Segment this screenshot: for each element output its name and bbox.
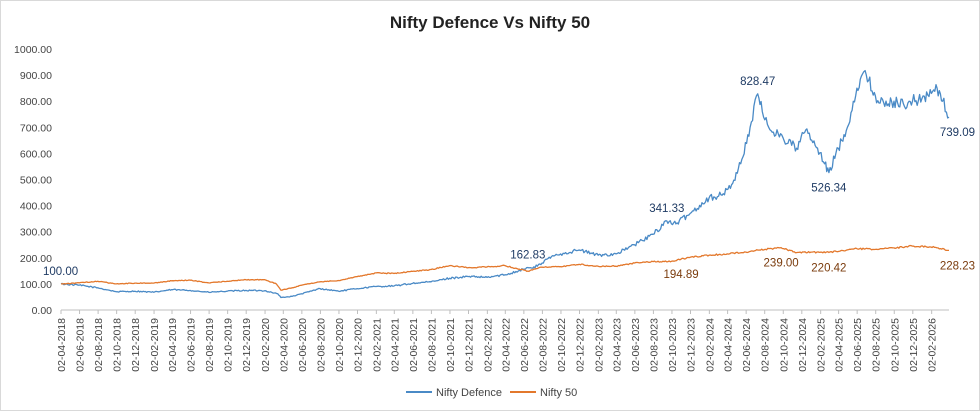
y-tick-label: 600.00 [20, 148, 52, 160]
data-label: 228.23 [940, 260, 975, 272]
x-tick-label: 02-02-2025 [816, 318, 828, 372]
x-tick-label: 02-02-2023 [593, 318, 605, 372]
x-tick-label: 02-10-2022 [556, 318, 568, 372]
x-tick-label: 02-04-2024 [723, 318, 735, 372]
x-tick-label: 02-06-2024 [741, 318, 753, 372]
data-label: 341.33 [649, 203, 684, 215]
x-tick-label: 02-04-2022 [500, 318, 512, 372]
x-tick-label: 02-08-2022 [537, 318, 549, 372]
x-tick-label: 02-10-2025 [889, 318, 901, 372]
y-tick-label: 200.00 [20, 253, 52, 265]
x-tick-label: 02-08-2021 [426, 318, 438, 372]
x-tick-label: 02-10-2019 [223, 318, 235, 372]
x-tick-label: 02-06-2019 [186, 318, 198, 372]
x-tick-label: 02-04-2025 [834, 318, 846, 372]
x-tick-label: 02-12-2020 [353, 318, 365, 372]
x-tick-label: 02-02-2019 [149, 318, 161, 372]
series-line-nifty-50 [61, 244, 949, 291]
x-tick-label: 02-04-2018 [56, 318, 68, 372]
data-label: 526.34 [811, 183, 847, 195]
data-label: 100.00 [43, 266, 78, 278]
y-tick-label: 400.00 [20, 201, 52, 213]
x-tick-label: 02-02-2020 [260, 318, 272, 372]
data-label: 220.42 [811, 262, 846, 274]
data-label: 162.83 [510, 250, 545, 262]
y-tick-label: 700.00 [20, 122, 52, 134]
x-tick-label: 02-12-2024 [797, 318, 809, 372]
y-tick-label: 500.00 [20, 175, 52, 187]
x-tick-label: 02-08-2020 [315, 318, 327, 372]
x-tick-label: 02-08-2025 [871, 318, 883, 372]
x-tick-label: 02-10-2020 [334, 318, 346, 372]
x-tick-label: 02-08-2024 [760, 318, 772, 372]
x-tick-label: 02-12-2021 [464, 318, 476, 372]
x-tick-label: 02-06-2025 [852, 318, 864, 372]
x-tick-label: 02-04-2021 [389, 318, 401, 372]
y-tick-label: 100.00 [20, 279, 52, 291]
x-tick-label: 02-10-2023 [667, 318, 679, 372]
x-tick-label: 02-04-2020 [278, 318, 290, 372]
data-label: 828.47 [740, 76, 775, 88]
x-tick-label: 02-06-2018 [75, 318, 87, 372]
y-tick-label: 800.00 [20, 96, 52, 108]
x-tick-label: 02-12-2025 [908, 318, 920, 372]
x-tick-label: 02-06-2023 [630, 318, 642, 372]
x-tick-label: 02-12-2018 [130, 318, 142, 372]
x-tick-label: 02-02-2021 [371, 318, 383, 372]
x-tick-label: 02-12-2019 [241, 318, 253, 372]
x-tick-label: 02-08-2018 [93, 318, 105, 372]
x-tick-label: 02-04-2019 [167, 318, 179, 372]
x-tick-label: 02-08-2023 [648, 318, 660, 372]
x-tick-label: 02-02-2026 [927, 318, 939, 372]
x-tick-label: 02-06-2022 [519, 318, 531, 372]
x-tick-label: 02-06-2021 [408, 318, 420, 372]
x-tick-label: 02-10-2018 [112, 318, 124, 372]
x-tick-label: 02-10-2024 [778, 318, 790, 372]
series-line-nifty-defence [60, 69, 950, 299]
data-label: 194.89 [663, 269, 698, 281]
x-tick-label: 02-10-2021 [445, 318, 457, 372]
x-tick-label: 02-02-2024 [704, 318, 716, 372]
y-tick-label: 900.00 [20, 70, 52, 82]
y-tick-label: 300.00 [20, 227, 52, 239]
x-tick-label: 02-08-2019 [204, 318, 216, 372]
chart-title: Nifty Defence Vs Nifty 50 [390, 13, 590, 32]
x-tick-label: 02-12-2023 [686, 318, 698, 372]
legend-label: Nifty Defence [436, 387, 502, 399]
plot-area: 0.00100.00200.00300.00400.00500.00600.00… [14, 44, 975, 399]
y-tick-label: 1000.00 [14, 44, 52, 56]
x-tick-label: 02-04-2023 [611, 318, 623, 372]
legend-label: Nifty 50 [540, 387, 577, 399]
y-tick-label: 0.00 [32, 305, 53, 317]
x-tick-label: 02-02-2022 [482, 318, 494, 372]
x-tick-label: 02-12-2022 [575, 318, 587, 372]
data-label: 739.09 [940, 127, 975, 139]
data-label: 239.00 [764, 258, 799, 270]
x-tick-label: 02-06-2020 [297, 318, 309, 372]
